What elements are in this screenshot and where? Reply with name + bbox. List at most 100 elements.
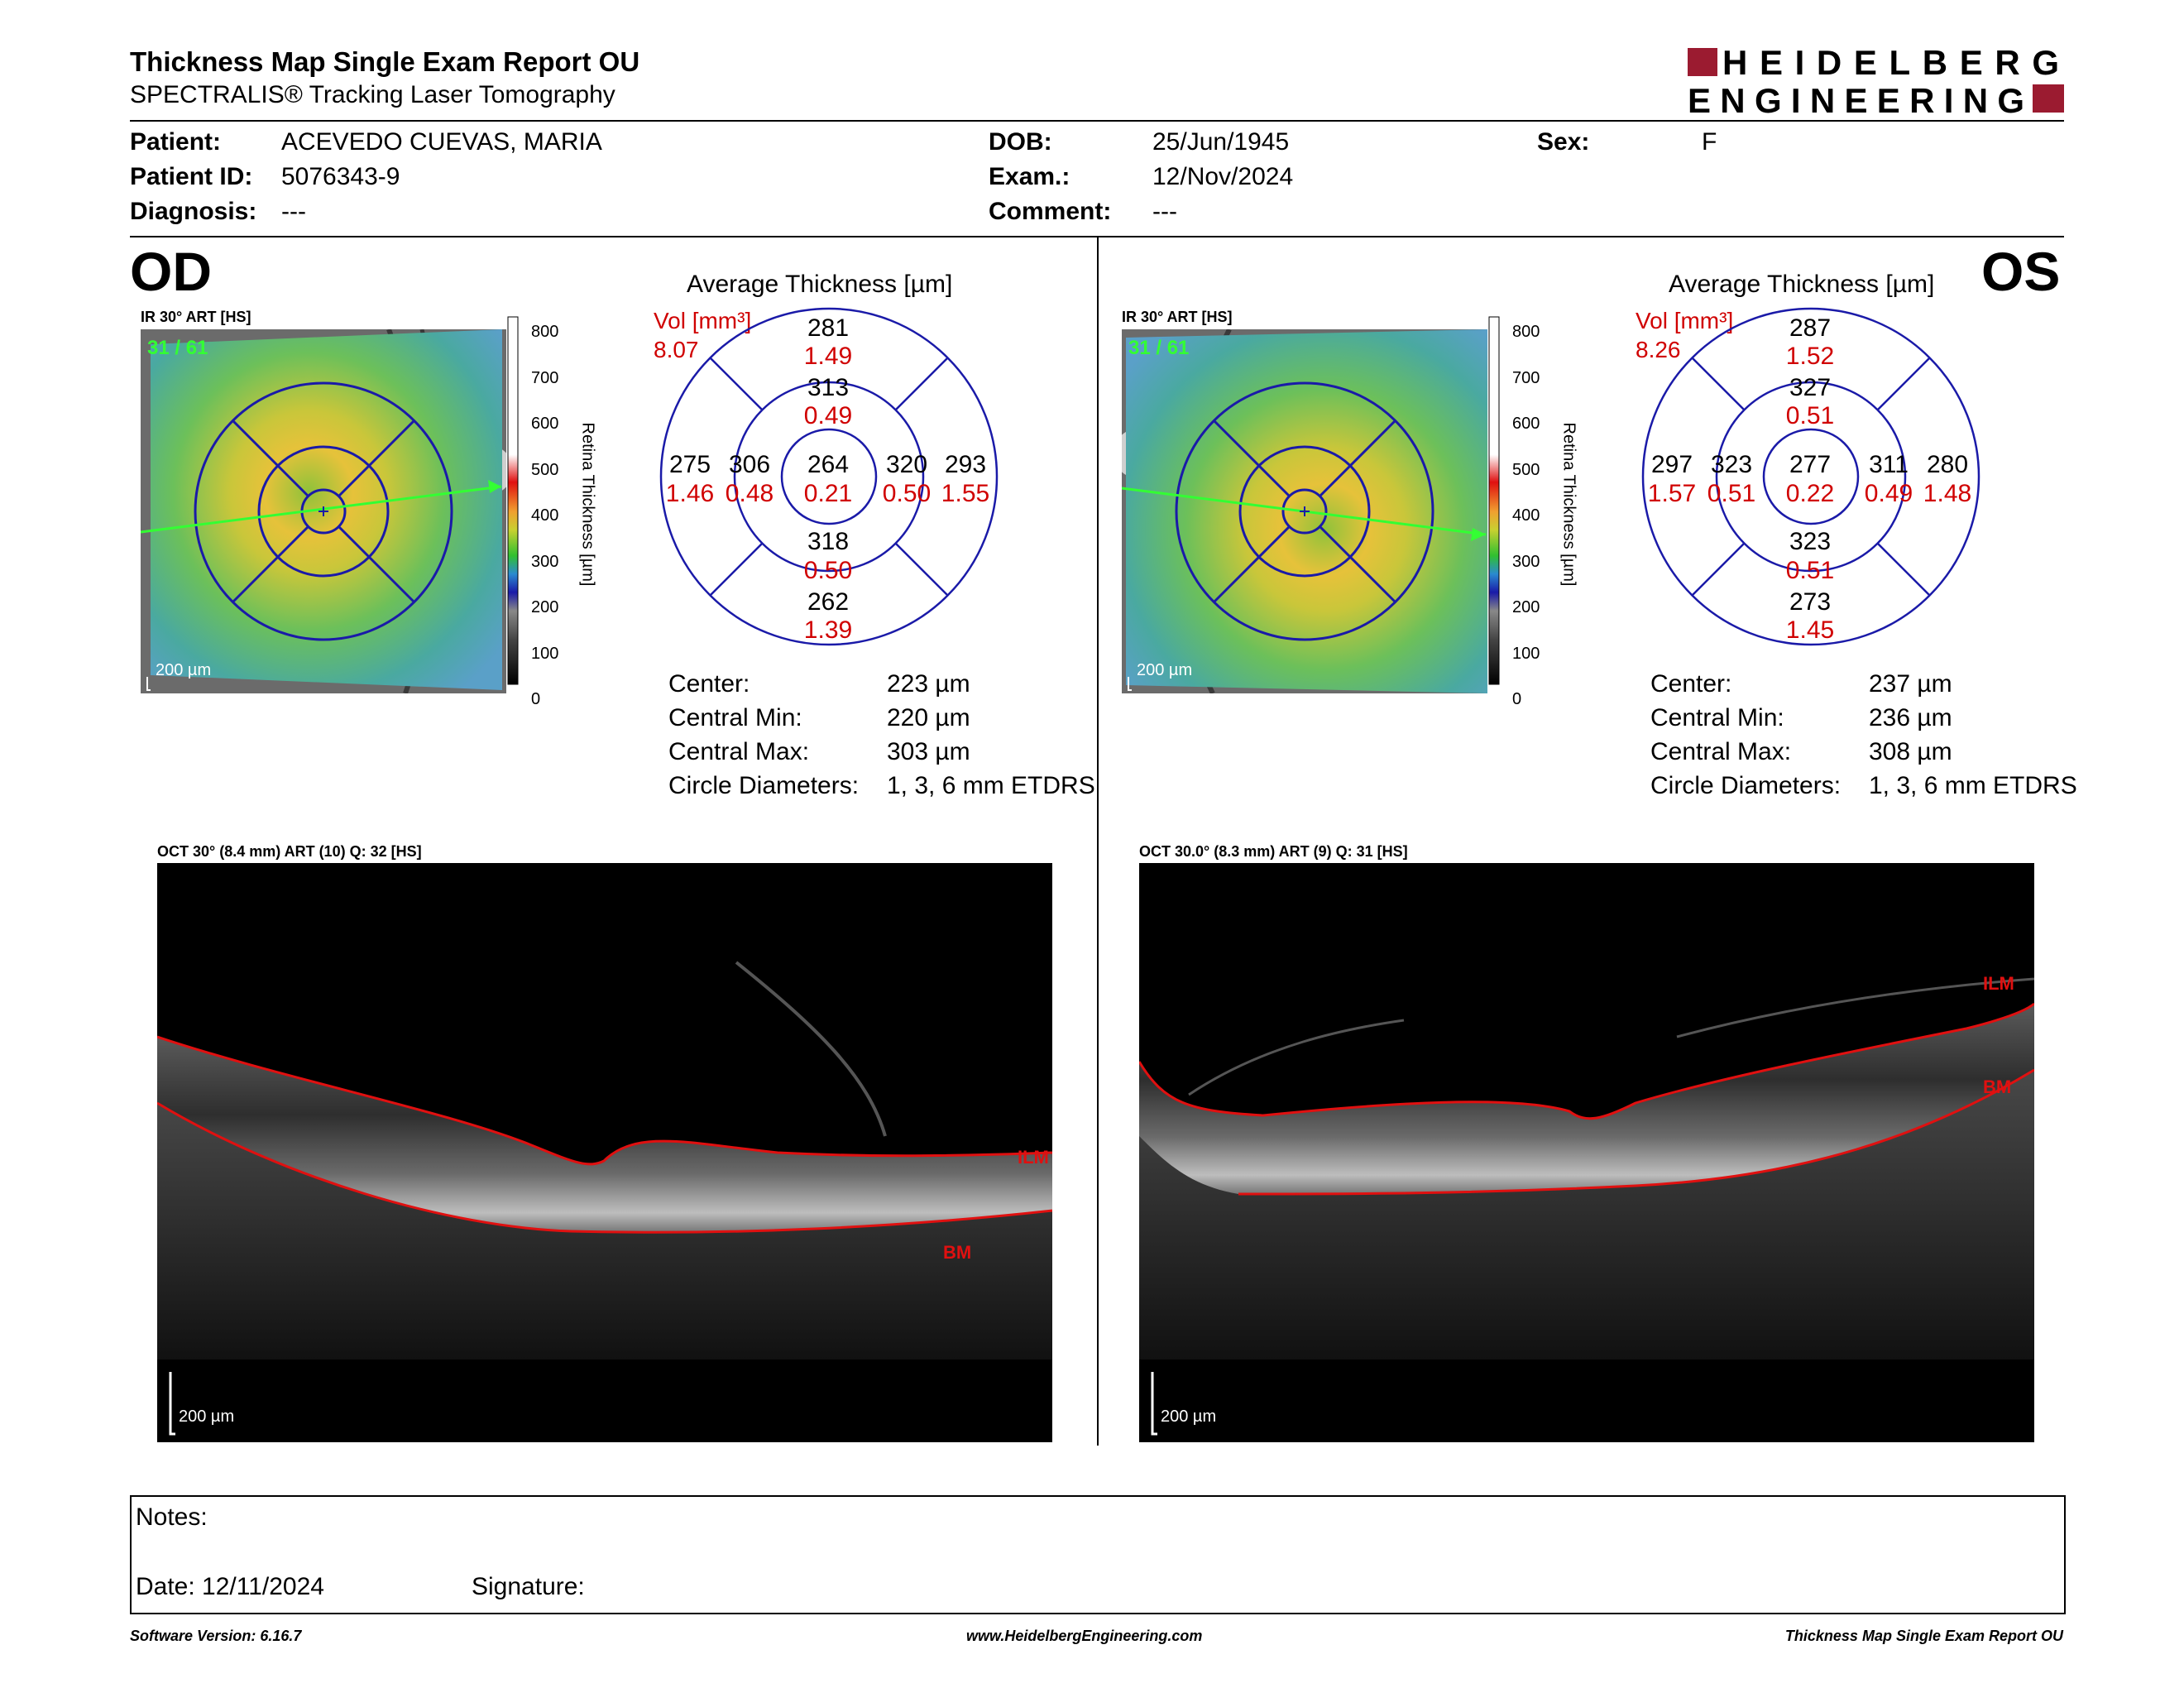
od-s-outer-thickness: 281 xyxy=(807,314,850,342)
os-t-outer-volume: 1.57 xyxy=(1647,480,1697,507)
os-colorbar-title: Retina Thickness [µm] xyxy=(1559,422,1578,587)
os-vol-total: 8.26 xyxy=(1636,337,1681,362)
report-subtitle: SPECTRALIS® Tracking Laser Tomography xyxy=(130,81,615,108)
od-max-label: Central Max: xyxy=(668,738,810,765)
od-n-inner-volume: 0.50 xyxy=(882,480,932,507)
od-n-outer-volume: 1.55 xyxy=(941,480,990,507)
os-center-label: Center: xyxy=(1650,670,1732,698)
website-link[interactable]: www.HeidelbergEngineering.com xyxy=(966,1628,1203,1644)
od-min-label: Central Min: xyxy=(668,704,802,731)
od-tick-200: 200 xyxy=(531,598,559,616)
os-n-outer-volume: 1.48 xyxy=(1923,480,1972,507)
od-diam-label: Circle Diameters: xyxy=(668,772,860,799)
footer-report-name: Thickness Map Single Exam Report OU xyxy=(1784,1628,2063,1644)
od-t-outer-volume: 1.46 xyxy=(665,480,715,507)
od-frame-counter: 31 / 61 xyxy=(147,337,208,359)
notes-label: Notes: xyxy=(136,1503,208,1531)
os-tick-800: 800 xyxy=(1512,323,1540,341)
header-rule xyxy=(130,120,2064,122)
exam-label: Exam.: xyxy=(989,163,1070,190)
od-i-inner-volume: 0.50 xyxy=(803,557,853,584)
os-max-value: 308 µm xyxy=(1869,738,1952,765)
patient-rule xyxy=(130,236,2064,237)
os-ilm-label: ILM xyxy=(1983,973,2014,994)
od-label: OD xyxy=(130,241,212,302)
os-n-outer-thickness: 280 xyxy=(1926,451,1969,478)
od-tick-300: 300 xyxy=(531,552,559,571)
os-s-outer-volume: 1.52 xyxy=(1785,343,1835,370)
od-s-inner-volume: 0.49 xyxy=(803,402,853,429)
os-oct-scale: 200 µm xyxy=(1161,1407,1216,1426)
heidelberg-logo: HEIDELBERG ENGINEERING xyxy=(1688,43,2064,120)
os-min-label: Central Min: xyxy=(1650,704,1784,731)
os-vol-label: Vol [mm³] xyxy=(1636,308,1734,333)
os-i-inner-volume: 0.51 xyxy=(1785,557,1835,584)
os-tick-300: 300 xyxy=(1512,552,1540,571)
sex-label: Sex: xyxy=(1537,128,1590,156)
os-diam-label: Circle Diameters: xyxy=(1650,772,1842,799)
od-min-value: 220 µm xyxy=(887,704,970,731)
sex: F xyxy=(1702,128,1717,156)
od-tick-800: 800 xyxy=(531,323,559,341)
os-i-inner-thickness: 323 xyxy=(1789,528,1832,555)
os-fundus-map: 31 / 61 200 µm xyxy=(1114,328,1487,695)
os-s-outer-thickness: 287 xyxy=(1789,314,1832,342)
os-oct-bscan: ILM BM 200 µm xyxy=(1138,863,2035,1442)
diagnosis: --- xyxy=(281,198,306,225)
os-diam-value: 1, 3, 6 mm ETDRS xyxy=(1869,772,2077,799)
od-t-outer-thickness: 275 xyxy=(668,451,711,478)
os-tick-500: 500 xyxy=(1512,460,1540,479)
od-tick-0: 0 xyxy=(531,690,541,708)
comment-label: Comment: xyxy=(989,198,1112,225)
os-frame-counter: 31 / 61 xyxy=(1128,337,1189,359)
patient-label: Patient: xyxy=(130,128,222,156)
od-bm-label: BM xyxy=(943,1242,971,1263)
od-i-outer-thickness: 262 xyxy=(807,588,850,616)
os-colorbar xyxy=(1487,314,1578,695)
od-center-value: 223 µm xyxy=(887,670,970,698)
od-n-outer-thickness: 293 xyxy=(944,451,987,478)
od-oct-scale: 200 µm xyxy=(179,1407,234,1426)
notes-box[interactable]: Notes: Date: 12/11/2024 Signature: xyxy=(130,1495,2066,1614)
date-label: Date: 12/11/2024 xyxy=(136,1573,324,1600)
os-etdrs-grid xyxy=(1640,306,1981,647)
os-center-volume: 0.22 xyxy=(1785,480,1835,507)
patient-id: 5076343-9 xyxy=(281,163,400,190)
od-tick-100: 100 xyxy=(531,644,559,663)
patient-name: ACEVEDO CUEVAS, MARIA xyxy=(281,128,602,156)
os-t-inner-thickness: 323 xyxy=(1710,451,1753,478)
os-bm-label: BM xyxy=(1983,1077,2011,1097)
os-label: OS xyxy=(1981,241,2061,302)
os-fundus-scale: 200 µm xyxy=(1137,661,1192,679)
eye-divider xyxy=(1097,237,1099,1446)
od-diam-value: 1, 3, 6 mm ETDRS xyxy=(887,772,1095,799)
od-i-outer-volume: 1.39 xyxy=(803,616,853,644)
od-tick-500: 500 xyxy=(531,460,559,479)
od-ilm-label: ILM xyxy=(1018,1147,1049,1168)
os-tick-200: 200 xyxy=(1512,598,1540,616)
od-s-outer-volume: 1.49 xyxy=(803,343,853,370)
od-fundus-map: 31 / 61 200 µm xyxy=(140,328,513,694)
os-oct-label: OCT 30.0° (8.3 mm) ART (9) Q: 31 [HS] xyxy=(1139,843,1408,860)
od-colorbar-title: Retina Thickness [µm] xyxy=(578,422,597,587)
os-t-outer-thickness: 297 xyxy=(1650,451,1693,478)
od-t-inner-thickness: 306 xyxy=(728,451,771,478)
od-vol-label: Vol [mm³] xyxy=(654,308,752,333)
od-colorbar-ticks: 800 700 600 500 400 300 200 100 0 xyxy=(531,309,558,723)
os-s-inner-thickness: 327 xyxy=(1789,374,1832,401)
dob-label: DOB: xyxy=(989,128,1052,156)
od-max-value: 303 µm xyxy=(887,738,970,765)
od-vol-total: 8.07 xyxy=(654,337,699,362)
od-tick-700: 700 xyxy=(531,368,559,387)
comment: --- xyxy=(1152,198,1177,225)
os-n-inner-thickness: 311 xyxy=(1869,451,1909,478)
os-center-value: 237 µm xyxy=(1869,670,1952,698)
od-n-inner-thickness: 320 xyxy=(885,451,928,478)
os-center-thickness: 277 xyxy=(1789,451,1832,478)
od-i-inner-thickness: 318 xyxy=(807,528,850,555)
os-min-value: 236 µm xyxy=(1869,704,1952,731)
od-s-inner-thickness: 313 xyxy=(807,374,850,401)
os-s-inner-volume: 0.51 xyxy=(1785,402,1835,429)
os-i-outer-volume: 1.45 xyxy=(1785,616,1835,644)
od-ir-label: IR 30° ART [HS] xyxy=(141,309,251,325)
